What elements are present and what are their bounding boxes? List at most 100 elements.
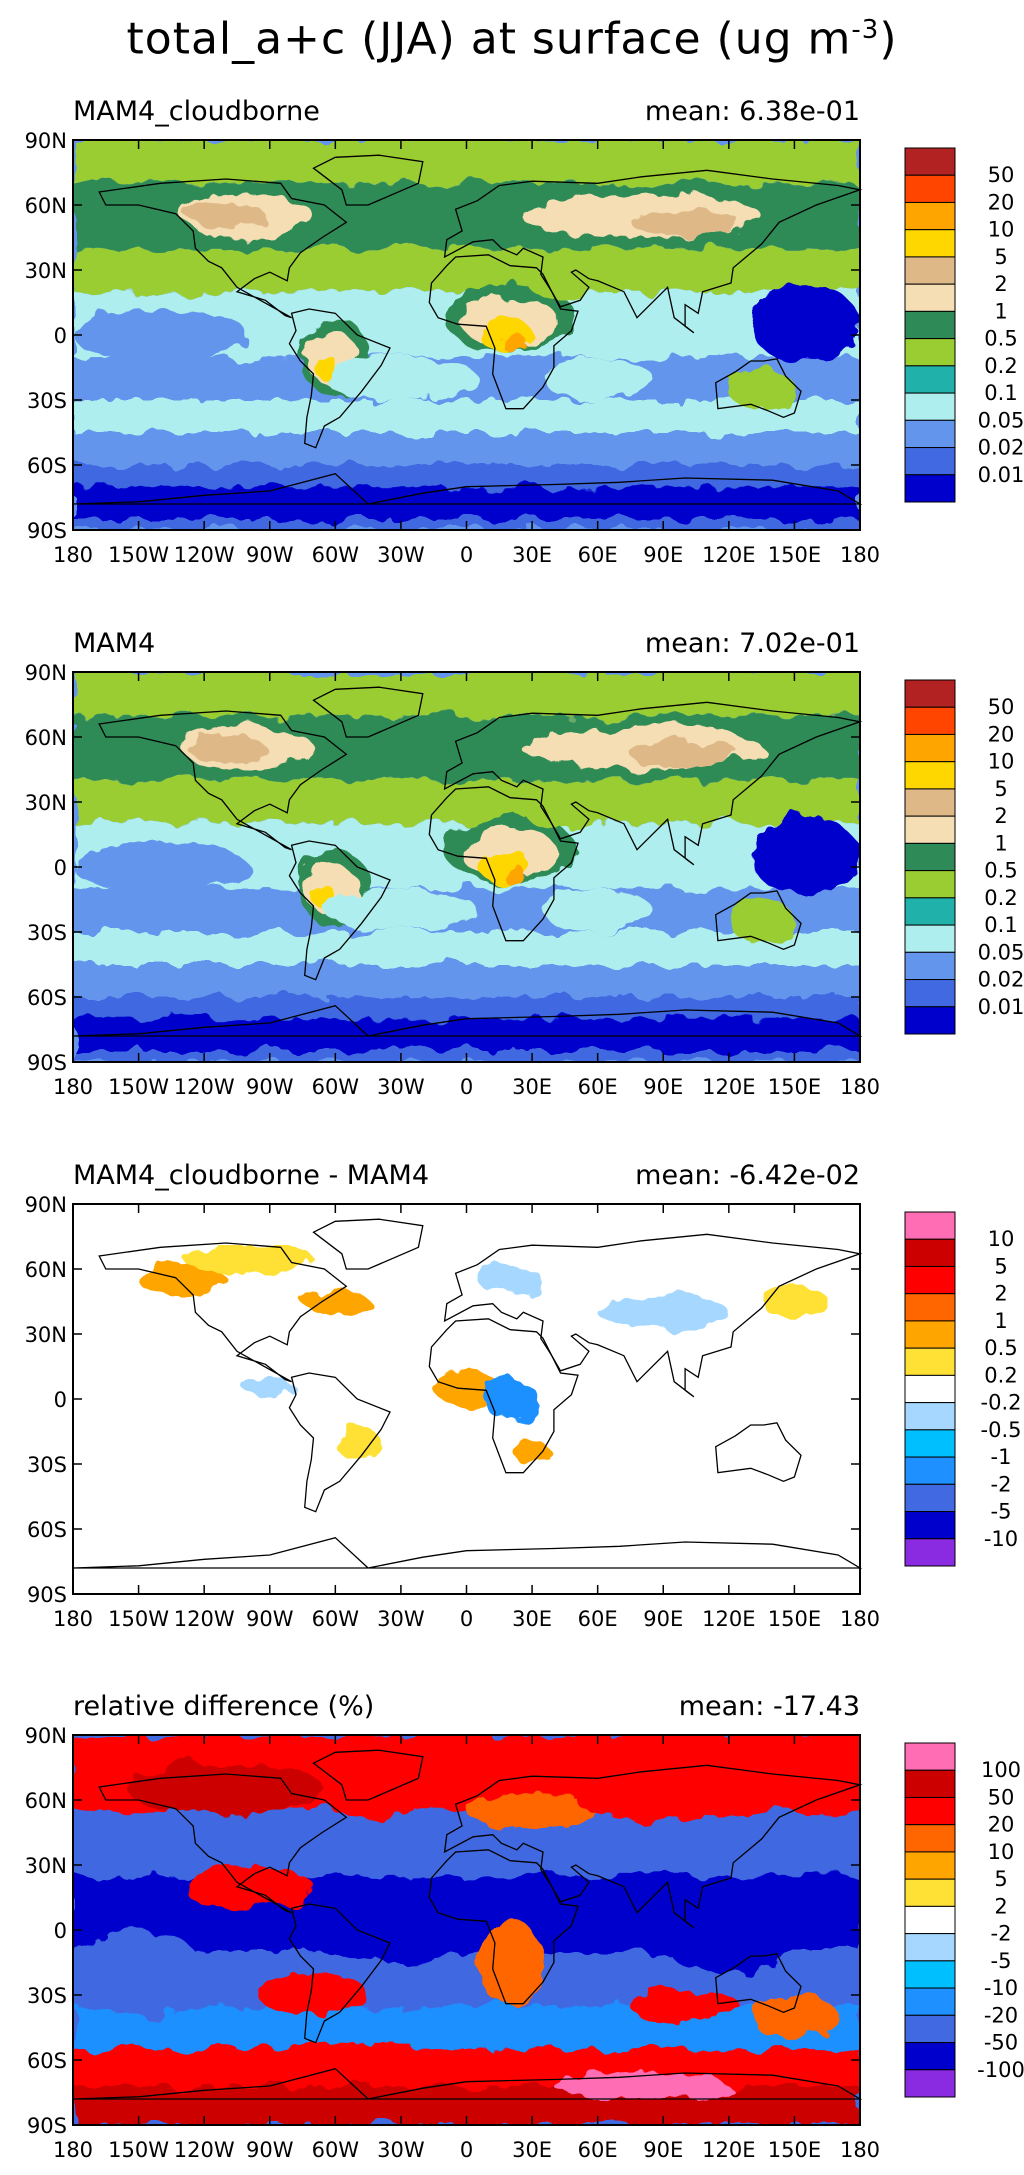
x-tick-label: 60W xyxy=(312,543,360,567)
field-band xyxy=(73,400,860,433)
field-contour xyxy=(525,263,605,299)
field-contour xyxy=(186,734,266,761)
y-tick-label: 0 xyxy=(54,1919,67,1943)
coastline xyxy=(72,2067,863,2100)
coastline xyxy=(443,1764,863,1929)
panel-title: MAM4_cloudborne - MAM4 xyxy=(73,1160,429,1191)
map-panel-1: MAM4_cloudborne mean: 6.38e-01 90N 60N 30N 0 3… xyxy=(25,96,1024,567)
colorbar-label: 2 xyxy=(994,272,1007,296)
field-contour xyxy=(630,209,740,236)
map-panel-3: MAM4_cloudborne - MAM4 mean: -6.42e-02 90N… xyxy=(25,1160,1022,1631)
colorbar-swatch xyxy=(904,474,956,503)
y-tick-label: 60S xyxy=(27,1518,67,1542)
x-tick-label: 120W xyxy=(174,1607,235,1631)
y-tick-label: 60N xyxy=(25,1258,67,1282)
colorbar-label: 0.01 xyxy=(978,995,1024,1019)
field-band xyxy=(73,997,860,1019)
field-contour xyxy=(138,1262,227,1298)
field-contour xyxy=(728,899,795,943)
x-tick-label: 30W xyxy=(377,1075,425,1099)
colorbar-label: 0.02 xyxy=(978,436,1024,460)
field-contour xyxy=(483,1377,537,1421)
colorbar-label: 1 xyxy=(994,831,1007,855)
coastline xyxy=(288,308,391,449)
x-tick-label: 0 xyxy=(460,543,473,567)
x-tick-label: 30E xyxy=(512,543,552,567)
colorbar-swatch xyxy=(904,1905,956,1935)
coastline xyxy=(428,1318,579,1474)
coastlines xyxy=(72,1749,863,2100)
field-band xyxy=(73,2049,860,2086)
colorbar-swatch xyxy=(904,365,956,394)
colorbar-label: 2 xyxy=(994,1282,1007,1306)
colorbar-label: -2 xyxy=(991,1472,1012,1496)
field-band xyxy=(73,486,860,520)
colorbar-swatch xyxy=(904,1511,956,1540)
colorbar-label: 0.01 xyxy=(978,463,1024,487)
colorbar-label: 1 xyxy=(994,299,1007,323)
colorbar-swatch xyxy=(904,256,956,285)
x-tick-label: 90W xyxy=(246,1075,294,1099)
field-contour xyxy=(761,1284,828,1319)
coastlines xyxy=(72,154,863,505)
x-tick-label: 30W xyxy=(377,543,425,567)
x-tick-label: 90E xyxy=(643,1075,683,1099)
x-tick-label: 180 xyxy=(840,1607,880,1631)
colorbar-label: 1 xyxy=(994,1309,1007,1333)
x-tick-label: 150E xyxy=(768,2138,821,2162)
coastline xyxy=(98,178,348,319)
colorbar-label: 10 xyxy=(988,218,1015,242)
x-tick-label: 60W xyxy=(312,1607,360,1631)
map-field xyxy=(73,140,860,530)
field-contour xyxy=(663,1908,795,1974)
field-contour xyxy=(525,795,605,831)
colorbar-swatch xyxy=(904,815,956,844)
coastlines xyxy=(72,1218,863,1569)
colorbar-label: -100 xyxy=(977,2058,1024,2082)
colorbar-swatch xyxy=(904,419,956,449)
y-tick-label: 30S xyxy=(27,389,67,413)
coastline xyxy=(72,1004,863,1037)
coastline xyxy=(715,890,802,951)
field-contour xyxy=(630,1988,740,2024)
colorbar-swatch xyxy=(904,1238,956,1267)
x-tick-label: 120W xyxy=(174,2138,235,2162)
colorbar-label: 5 xyxy=(994,1867,1007,1891)
colorbar-swatch xyxy=(904,842,956,872)
colorbar-label: 0.2 xyxy=(984,354,1017,378)
colorbar-swatch xyxy=(904,1006,956,1035)
field-contour xyxy=(302,1288,369,1315)
coastlines xyxy=(72,686,863,1037)
colorbar: 50 20 10 5 2 1 0.5 0.2 0.1 0.05 0.02 0.01 xyxy=(904,147,1024,503)
y-tick-label: 30N xyxy=(25,259,67,283)
colorbar-label: 50 xyxy=(988,695,1015,719)
field-band xyxy=(73,1810,860,1876)
x-tick-label: 180 xyxy=(53,543,93,567)
coastline xyxy=(98,710,348,851)
coastline xyxy=(428,254,579,410)
colorbar-swatch xyxy=(904,1933,956,1962)
field-contour xyxy=(335,1778,423,1822)
colorbar-swatch xyxy=(904,924,956,953)
colorbar-label: -10 xyxy=(984,1527,1018,1551)
field-band xyxy=(73,2005,860,2050)
x-tick-label: 60E xyxy=(578,2138,618,2162)
field-contour xyxy=(258,1973,369,2017)
y-tick-label: 30N xyxy=(25,1323,67,1347)
field-contour xyxy=(750,1995,839,2039)
y-tick-label: 90N xyxy=(25,129,67,153)
figure-title-close: ) xyxy=(879,13,898,65)
x-tick-label: 90W xyxy=(246,543,294,567)
colorbar-swatch xyxy=(904,897,956,926)
coastline xyxy=(312,1218,424,1270)
panel-mean: mean: 7.02e-01 xyxy=(645,628,860,659)
colorbar-label: -2 xyxy=(991,1922,1012,1946)
colorbar-swatch xyxy=(904,1456,956,1485)
colorbar-label: -50 xyxy=(984,2031,1018,2055)
colorbar-label: 20 xyxy=(988,1813,1015,1837)
y-tick-label: 90S xyxy=(27,2114,67,2138)
colorbar-label: 10 xyxy=(988,750,1015,774)
x-tick-label: 90W xyxy=(246,1607,294,1631)
x-tick-label: 180 xyxy=(840,543,880,567)
field-contour xyxy=(466,1793,598,1829)
